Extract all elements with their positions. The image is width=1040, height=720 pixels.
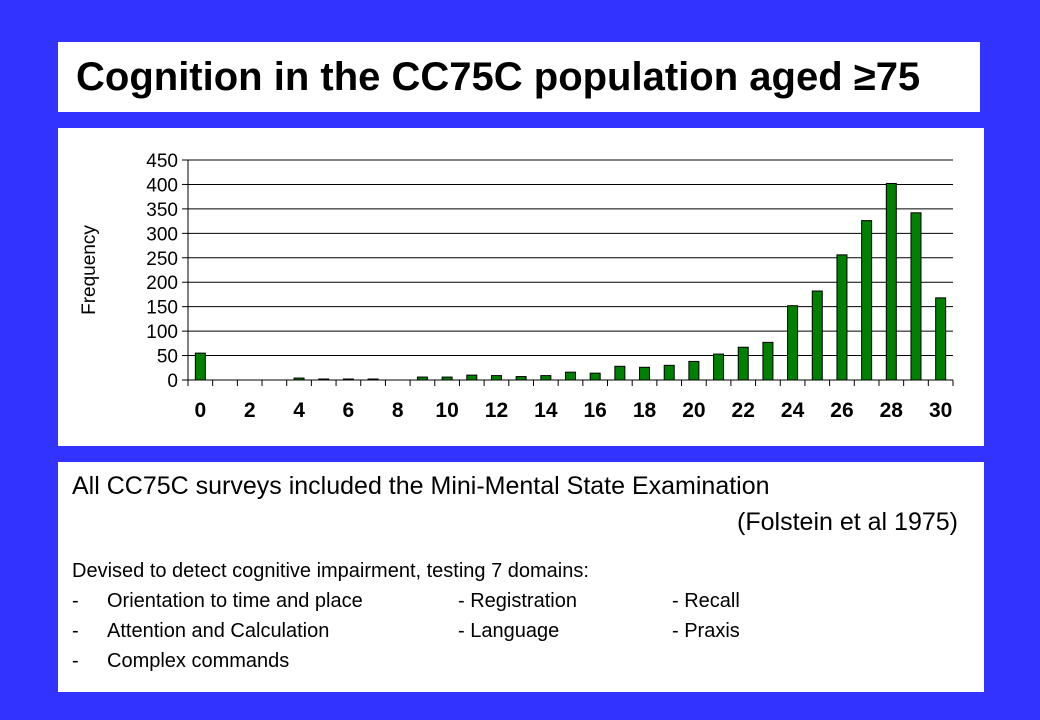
y-tick-label: 300: [146, 224, 178, 245]
y-tick-label: 250: [146, 249, 178, 270]
y-tick-label: 350: [146, 200, 178, 221]
domain-row: - Complex commands: [72, 646, 589, 676]
x-tick-label: 18: [633, 399, 657, 422]
bar-score-16: [589, 372, 601, 381]
x-tick-label: 30: [929, 399, 952, 422]
x-tick-label: 20: [682, 399, 705, 422]
bar-score-29: [910, 212, 922, 381]
y-tick-label: 450: [146, 151, 178, 172]
bullet-dash: -: [72, 650, 79, 672]
x-tick-label: 24: [781, 399, 805, 422]
y-tick-label: 100: [146, 322, 178, 343]
x-tick-label: 4: [293, 399, 305, 422]
bullet-dash: -: [72, 590, 79, 612]
domain-item: - Praxis: [672, 620, 740, 642]
page-title: Cognition in the CC75C population aged ≥…: [76, 55, 921, 99]
x-tick-label: 28: [880, 399, 904, 422]
y-axis-label: Frequency: [79, 225, 100, 315]
intro-text: All CC75C surveys included the Mini-Ment…: [72, 468, 958, 540]
x-tick-label: 16: [583, 399, 606, 422]
y-tick-label: 400: [146, 175, 178, 196]
bar-score-13: [515, 376, 527, 381]
x-tick-label: 10: [435, 399, 458, 422]
title-box: Cognition in the CC75C population aged ≥…: [58, 42, 980, 112]
domain-row: - Orientation to time and place - Regist…: [72, 586, 740, 616]
bar-score-18: [639, 366, 651, 381]
domain-item: Attention and Calculation: [107, 620, 330, 642]
bar-score-24: [787, 305, 799, 381]
domains-block: Devised to detect cognitive impairment, …: [72, 556, 740, 676]
x-tick-label: 22: [732, 399, 755, 422]
bar-score-14: [540, 375, 552, 381]
x-tick-label: 2: [244, 399, 256, 422]
domain-item: - Recall: [672, 590, 740, 612]
domain-item: Complex commands: [107, 650, 290, 672]
intro-line-2: (Folstein et al 1975): [737, 508, 958, 536]
x-tick-label: 8: [392, 399, 404, 422]
domain-item: - Registration: [458, 590, 577, 612]
bar-score-22: [737, 346, 749, 381]
bar-score-28: [885, 182, 897, 381]
y-tick-label: 200: [146, 273, 178, 294]
grid-layer: [188, 159, 953, 357]
domain-item: Orientation to time and place: [107, 590, 363, 612]
bar-score-0: [194, 352, 206, 381]
bar-score-19: [663, 364, 675, 381]
x-tick-label: 12: [485, 399, 508, 422]
bar-score-25: [811, 290, 823, 381]
y-tick-label: 50: [157, 347, 178, 368]
x-tick-label: 14: [534, 399, 558, 422]
bar-score-15: [565, 371, 576, 381]
domains-heading: Devised to detect cognitive impairment, …: [72, 560, 589, 582]
description-panel: All CC75C surveys included the Mini-Ment…: [58, 462, 984, 692]
bar-score-21: [713, 353, 725, 381]
chart-panel: 0 50 100 150 200 250 300 350 400 450 0 2 4 6 8 10 12 14 16…: [58, 128, 984, 446]
bar-score-30: [935, 297, 947, 381]
bar-score-23: [762, 341, 774, 381]
bar-score-26: [836, 254, 848, 381]
y-tick-label: 150: [146, 298, 178, 319]
bullet-dash: -: [72, 620, 79, 642]
x-tick-label: 0: [194, 399, 206, 422]
bar-score-11: [466, 374, 478, 381]
bar-score-12: [490, 375, 502, 381]
domain-row: - Attention and Calculation - Language -…: [72, 616, 740, 646]
x-tick-label: 6: [343, 399, 355, 422]
bar-score-20: [688, 360, 700, 381]
bar-score-17: [614, 365, 626, 381]
domain-item: - Language: [458, 620, 560, 642]
intro-line-1: All CC75C surveys included the Mini-Ment…: [72, 472, 770, 500]
x-tick-label: 26: [830, 399, 853, 422]
y-tick-label: 0: [167, 371, 178, 392]
bar-score-27: [861, 220, 873, 381]
